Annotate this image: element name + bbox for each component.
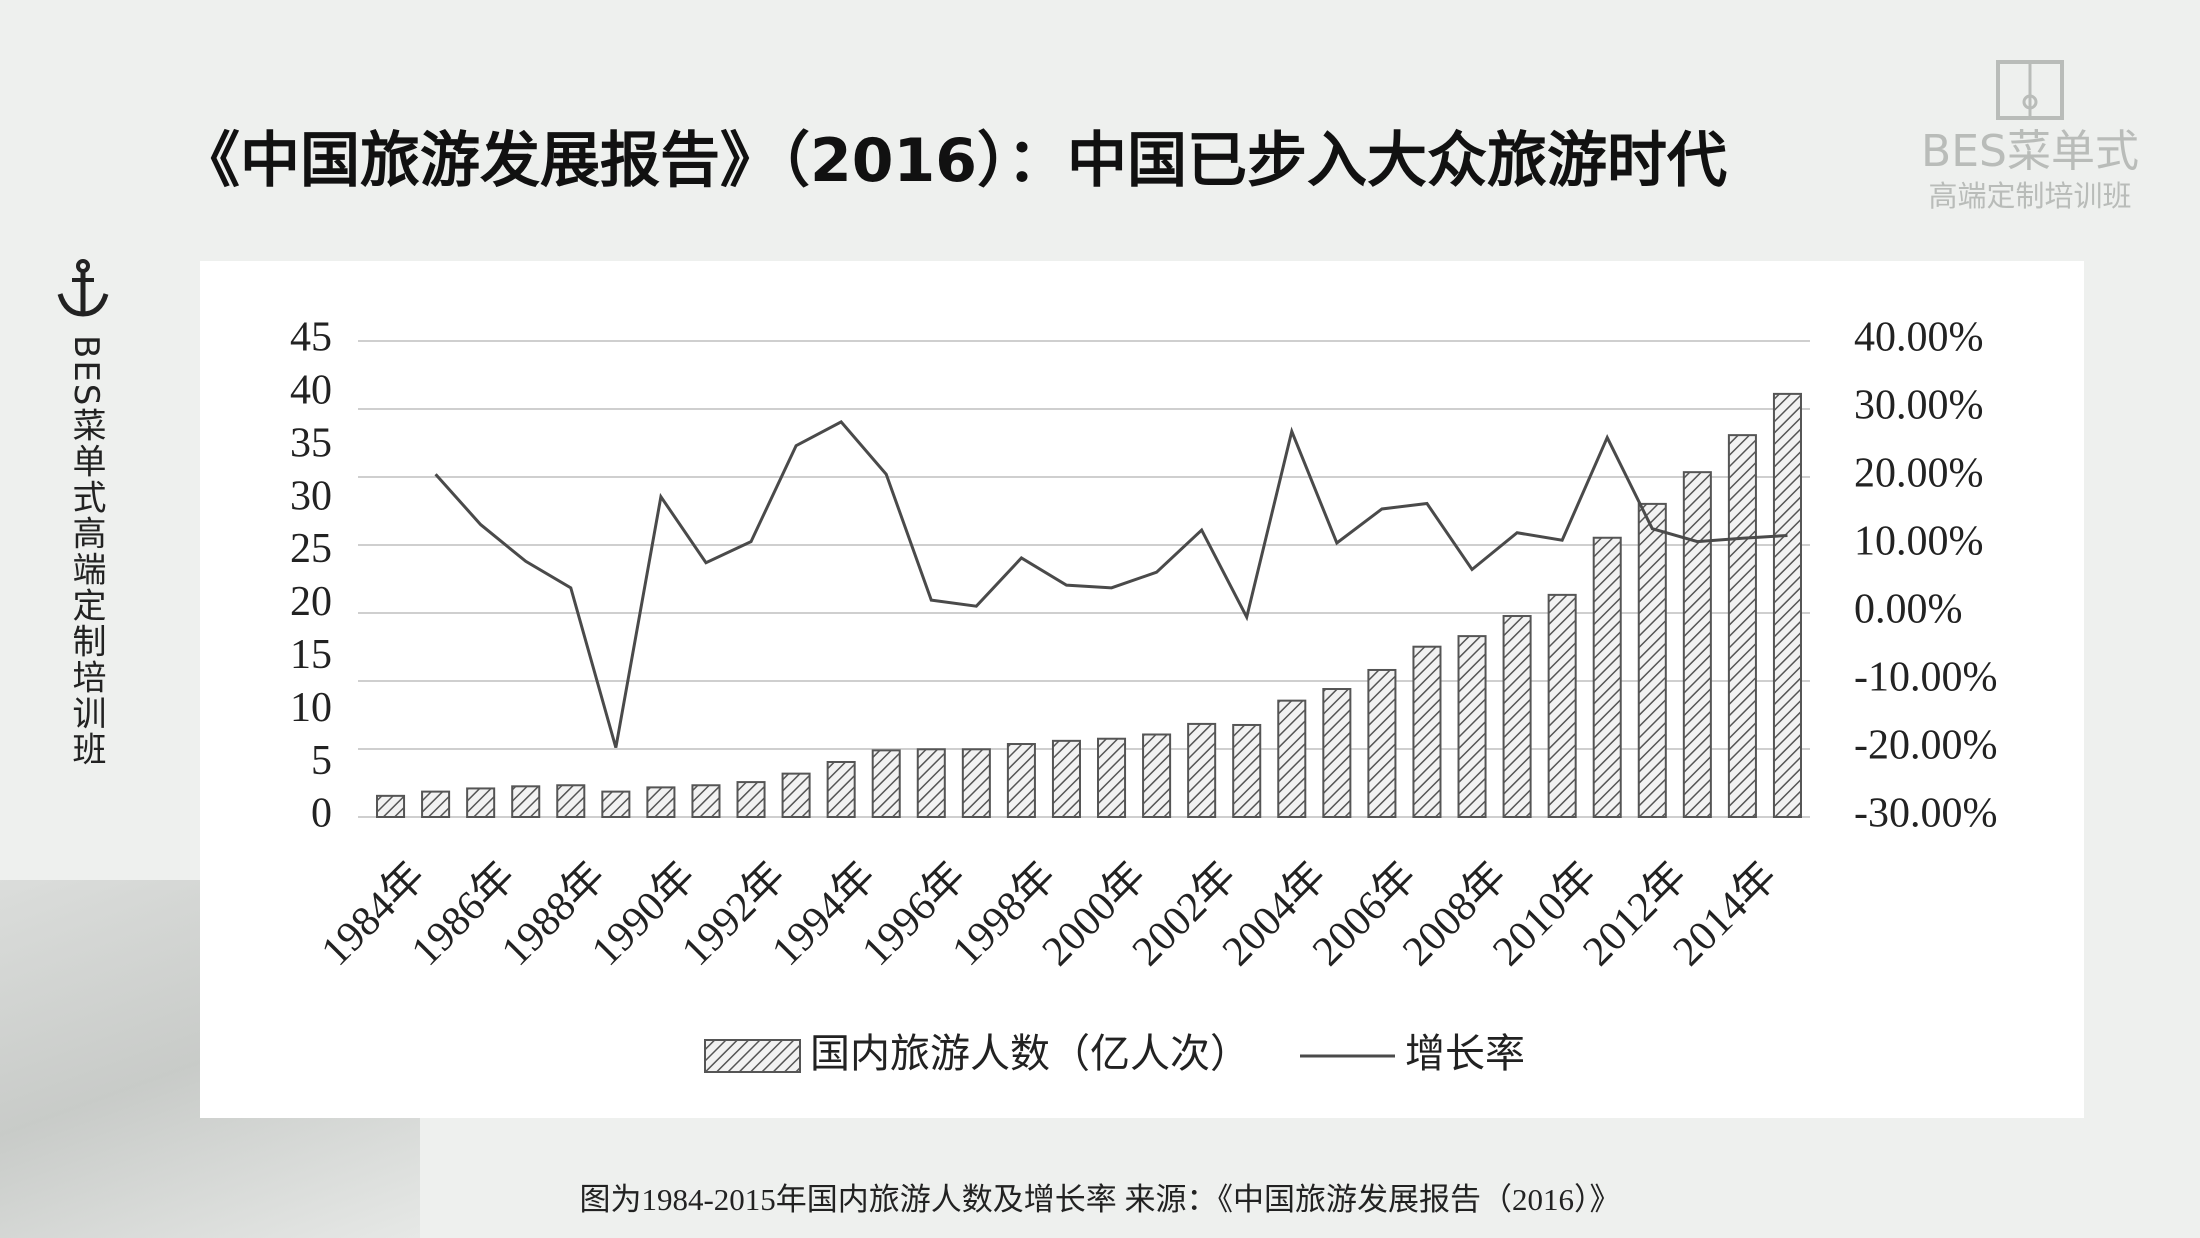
line: [434, 420, 1788, 749]
bar: [1051, 739, 1081, 819]
y-tick-label: 0: [311, 791, 332, 837]
bar: [421, 790, 451, 819]
y-tick-label: 35: [290, 420, 332, 466]
bar: [1006, 743, 1036, 818]
bar: [1637, 502, 1667, 818]
y-tick-label: 15: [290, 632, 332, 678]
logo: BES菜单式 高端定制培训班: [1915, 58, 2145, 214]
y-tick-label: 45: [290, 315, 332, 361]
bar: [1322, 688, 1352, 819]
y-tick-label: 30: [290, 473, 332, 519]
bar: [781, 772, 811, 818]
anchor-icon: [57, 259, 109, 317]
y-tick-label: 25: [290, 526, 332, 572]
bar: [1502, 615, 1532, 818]
bar: [376, 794, 406, 818]
y-tick-label: 10: [290, 685, 332, 731]
bar: [1592, 536, 1622, 818]
bar: [1547, 593, 1577, 818]
bar: [736, 781, 766, 818]
y2-tick-label: 20.00%: [1854, 451, 1984, 497]
caption: 图为1984-2015年国内旅游人数及增长率 来源：《中国旅游发展报告（2016…: [579, 1182, 1621, 1217]
y2-tick-label: 40.00%: [1854, 315, 1984, 361]
bar: [1187, 722, 1217, 818]
bar: [1232, 723, 1262, 818]
y2-tick-label: 10.00%: [1854, 519, 1984, 565]
slide-title: 《中国旅游发展报告》（2016）：中国已步入大众旅游时代: [180, 126, 1727, 196]
bar: [1412, 645, 1442, 818]
bar: [1097, 737, 1127, 818]
bar: [556, 784, 586, 818]
side-text: BES菜单式高端定制培训班: [66, 335, 106, 768]
bar: [1457, 635, 1487, 818]
legend-label: 增长率: [1405, 1031, 1525, 1077]
logo-icon: [1996, 60, 2064, 120]
bar: [961, 748, 991, 819]
bar: [466, 787, 496, 819]
bar: [1367, 668, 1397, 818]
bar: [511, 785, 541, 819]
y2-tick-label: 30.00%: [1854, 383, 1984, 429]
legend-swatch: [704, 1039, 801, 1073]
bar: [1772, 392, 1802, 818]
y2-tick-label: -20.00%: [1854, 723, 1997, 769]
bar: [1727, 434, 1757, 818]
bar: [601, 790, 631, 819]
chart-panel: [200, 261, 2084, 1118]
bar: [691, 784, 721, 818]
y-tick-label: 5: [311, 738, 332, 784]
bar: [1142, 733, 1172, 819]
y2-tick-label: -10.00%: [1854, 655, 1997, 701]
y2-tick-label: -30.00%: [1854, 791, 1997, 837]
bar: [826, 760, 856, 818]
logo-subtitle: 高端定制培训班: [1928, 179, 2132, 213]
bar: [646, 786, 676, 818]
y-tick-label: 40: [290, 368, 332, 414]
y-tick-label: 20: [290, 579, 332, 625]
bar: [1682, 471, 1712, 818]
legend-label: 国内旅游人数（亿人次）: [810, 1031, 1250, 1077]
bar: [1277, 699, 1307, 819]
y2-tick-label: 0.00%: [1854, 587, 1963, 633]
bar: [916, 748, 946, 819]
bar: [871, 749, 901, 818]
logo-name: BES菜单式: [1921, 126, 2139, 177]
